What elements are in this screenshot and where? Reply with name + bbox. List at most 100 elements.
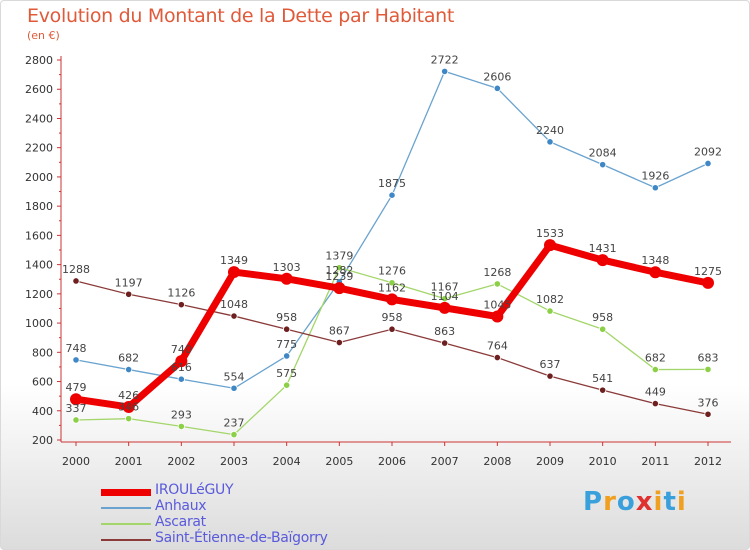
data-label: 748	[66, 342, 87, 355]
legend-swatch	[101, 507, 151, 509]
data-point	[283, 381, 291, 389]
x-tick-label: 2004	[273, 455, 301, 468]
y-tick-label: 800	[32, 346, 53, 359]
data-point	[72, 277, 80, 285]
y-tick-label: 400	[32, 405, 53, 418]
data-point	[651, 400, 659, 408]
data-label: 2084	[589, 147, 617, 160]
chart-title: Evolution du Montant de la Dette par Hab…	[27, 5, 455, 27]
data-point	[125, 415, 133, 423]
x-tick-label: 2009	[536, 455, 564, 468]
x-tick-label: 2012	[694, 455, 722, 468]
data-point	[230, 430, 238, 439]
data-label: 682	[645, 352, 666, 365]
y-tick-label: 600	[32, 376, 53, 389]
data-point	[283, 352, 291, 360]
data-point	[599, 325, 607, 333]
labels-layer: 748 682 616 554 775 1282 1875 2722 2606 2240 2084 1…	[62, 53, 722, 429]
y-tick-label: 200	[32, 434, 53, 447]
data-point	[599, 161, 607, 169]
data-label: 1082	[536, 293, 564, 306]
logo-letter: i	[653, 487, 664, 517]
legend-swatch	[101, 523, 151, 525]
data-point	[702, 276, 714, 289]
data-label: 1349	[220, 254, 248, 267]
data-label: 2092	[694, 145, 722, 158]
x-tick-label: 2001	[115, 455, 143, 468]
data-point	[70, 393, 82, 406]
legend-swatch	[101, 488, 151, 496]
chart-subtitle: (en €)	[27, 29, 60, 42]
data-point	[335, 264, 343, 272]
data-label: 575	[276, 367, 297, 380]
data-label: 346	[118, 401, 139, 414]
data-point	[230, 384, 238, 392]
x-tick-label: 2010	[589, 455, 617, 468]
y-tick-label: 1800	[25, 200, 53, 213]
data-label: 1162	[378, 281, 406, 294]
data-point	[177, 375, 185, 383]
data-point	[175, 355, 188, 368]
data-point	[651, 365, 659, 374]
axes: 200 400 600 800 1000 1200 1400 1600 1800 2000 2200…	[25, 54, 731, 468]
data-point	[72, 416, 80, 424]
data-label: 1275	[694, 265, 722, 278]
logo-letter: r	[603, 487, 617, 517]
x-tick-label: 2006	[378, 455, 406, 468]
data-point	[546, 372, 554, 380]
data-point	[546, 307, 554, 315]
data-point	[386, 293, 398, 306]
data-label: 1875	[378, 177, 406, 190]
data-point	[544, 239, 556, 252]
data-label: 237	[224, 417, 245, 430]
data-label: 449	[645, 386, 666, 399]
data-label: 1379	[325, 250, 353, 263]
data-label: 616	[171, 361, 192, 374]
data-label: 637	[540, 358, 561, 371]
legend-label: Ascarat	[155, 514, 206, 530]
data-point	[704, 365, 712, 374]
data-label: 958	[276, 311, 297, 324]
data-label: 2722	[431, 53, 459, 66]
data-label: 740	[171, 343, 192, 356]
data-label: 554	[224, 370, 245, 383]
data-point	[441, 295, 449, 303]
x-tick-label: 2002	[167, 455, 195, 468]
x-tick-label: 2000	[62, 455, 90, 468]
data-point	[72, 356, 80, 364]
data-point	[649, 266, 662, 279]
data-point	[651, 184, 659, 192]
logo-letter: o	[616, 487, 636, 517]
y-tick-label: 2000	[25, 171, 53, 184]
x-tick-label: 2007	[431, 455, 459, 468]
y-tick-label: 1000	[25, 317, 53, 330]
data-point	[599, 386, 607, 394]
data-point	[125, 290, 133, 298]
legend-label: IROULéGUY	[155, 482, 234, 498]
data-label: 426	[118, 389, 139, 402]
data-point	[388, 325, 396, 333]
data-label: 867	[329, 325, 350, 338]
data-label: 376	[698, 396, 719, 409]
data-label: 1533	[536, 227, 564, 240]
data-label: 764	[487, 340, 508, 353]
data-point	[491, 310, 504, 323]
data-label: 1239	[325, 270, 353, 283]
data-label: 958	[592, 311, 613, 324]
data-label: 2606	[483, 70, 511, 83]
y-tick-label: 1600	[25, 229, 53, 242]
data-point	[493, 353, 501, 362]
data-label: 1303	[273, 261, 301, 274]
y-tick-label: 1200	[25, 288, 53, 301]
data-point	[546, 138, 554, 146]
data-label: 479	[66, 381, 87, 394]
data-label: 1288	[62, 263, 90, 276]
data-point	[493, 84, 501, 92]
data-point	[388, 191, 396, 199]
logo-letter: t	[663, 487, 677, 517]
data-label: 682	[118, 352, 139, 365]
data-label: 541	[592, 372, 613, 385]
data-label: 958	[382, 311, 403, 324]
data-point	[335, 338, 343, 347]
data-label: 1048	[220, 298, 248, 311]
